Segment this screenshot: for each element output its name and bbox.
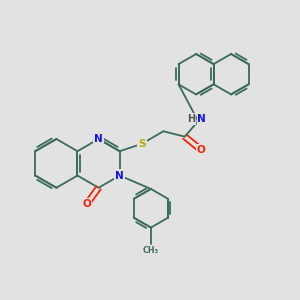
Text: O: O [197, 145, 206, 155]
Text: CH₃: CH₃ [143, 246, 159, 255]
Text: N: N [94, 134, 103, 144]
Text: N: N [115, 171, 124, 181]
Text: O: O [82, 199, 91, 209]
Text: H: H [187, 114, 195, 124]
Text: S: S [138, 139, 146, 149]
Text: N: N [197, 114, 206, 124]
